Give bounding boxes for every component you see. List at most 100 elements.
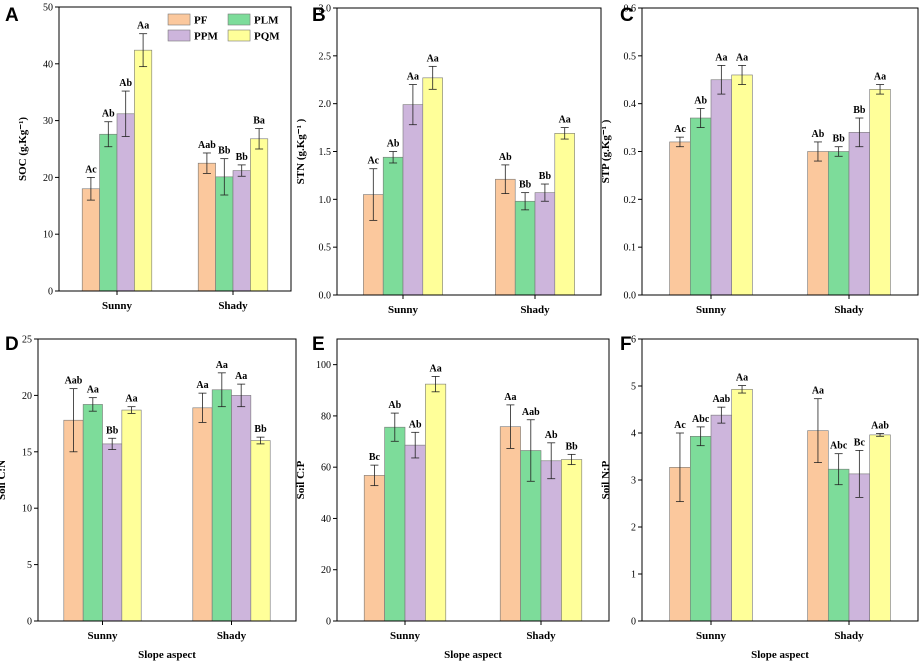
significance-label: Aa xyxy=(715,52,727,63)
bar-plm-shady xyxy=(827,468,850,622)
significance-label: Aa xyxy=(812,386,824,397)
y-tick-label: 0.5 xyxy=(624,51,637,62)
bar-plm-sunny xyxy=(382,156,404,296)
legend-label-pf: PF xyxy=(194,15,208,27)
bar-ppm-shady xyxy=(534,192,556,296)
x-category-label: Shady xyxy=(520,304,550,316)
significance-label: Ac xyxy=(674,124,686,135)
significance-label: Ba xyxy=(253,116,265,127)
panel-e: E Bc Aa Ab Aab Ab Ab Aa Bb 0 20 40 60 80 100 Sunny Shady… xyxy=(295,334,610,661)
significance-label: Ab xyxy=(119,78,132,89)
bar-pf-shady xyxy=(192,407,213,622)
x-axis-title: Slope aspect xyxy=(138,649,196,661)
x-category-label: Sunny xyxy=(388,304,418,316)
significance-label: Aa xyxy=(874,72,886,83)
y-tick-label: 25 xyxy=(22,335,32,346)
significance-label: Aa xyxy=(196,380,208,391)
significance-label: Ab xyxy=(694,95,707,106)
bar-ppm-sunny xyxy=(402,104,424,296)
y-tick-label: 80 xyxy=(321,411,331,422)
bar-pf-sunny xyxy=(363,475,385,622)
significance-label: Abc xyxy=(692,414,710,425)
significance-label: Aa xyxy=(235,371,247,382)
legend-swatch-plm xyxy=(227,13,251,26)
bar-pqm-shady xyxy=(554,133,575,296)
significance-label: Aab xyxy=(198,140,216,151)
x-category-label: Shady xyxy=(834,304,864,316)
bar-ppm-shady xyxy=(540,460,562,622)
significance-label: Aa xyxy=(87,385,99,396)
panel-letter: F xyxy=(620,334,632,355)
legend-label-ppm: PPM xyxy=(194,31,218,43)
y-tick-label: 20 xyxy=(22,391,32,402)
y-tick-label: 15 xyxy=(22,447,32,458)
x-axis-title: Slope aspect xyxy=(444,649,502,661)
y-tick-label: 0 xyxy=(631,617,636,628)
x-category-label: Sunny xyxy=(696,304,726,316)
significance-label: Bb xyxy=(853,105,866,116)
significance-label: Aa xyxy=(429,363,441,374)
bar-pf-shady xyxy=(495,178,516,296)
y-tick-label: 1 xyxy=(631,570,636,581)
y-tick-label: 1.5 xyxy=(319,147,332,158)
bar-ppm-sunny xyxy=(710,79,733,296)
y-tick-label: 2.5 xyxy=(319,51,332,62)
y-tick-label: 1.0 xyxy=(319,195,332,206)
y-tick-label: 0.1 xyxy=(624,243,637,254)
x-category-label: Shady xyxy=(526,630,556,642)
y-tick-label: 4 xyxy=(631,429,636,440)
y-axis-title: SOC (g.Kg⁻¹) xyxy=(17,117,29,181)
significance-label: Ab xyxy=(545,430,558,441)
significance-label: Ac xyxy=(85,164,97,175)
panel-letter: A xyxy=(5,5,19,26)
panel-b: B Ac Ab Ab Bb Aa Bb Aa Aa 0.0 0.5 1.0 1.5 2.0 2.5 3.0 Su… xyxy=(295,4,602,316)
y-tick-label: 2.0 xyxy=(319,99,332,110)
significance-label: Bb xyxy=(218,146,231,157)
significance-label: Ab xyxy=(388,400,401,411)
bar-pqm-shady xyxy=(869,434,891,622)
panel-d: D Aab Aa Aa Aa Bb Aa Aa Bb 0 5 10 15 20 25 Sunny Shady So… xyxy=(0,334,297,661)
y-axis-title: Soil C:N xyxy=(0,460,8,500)
y-tick-label: 40 xyxy=(43,59,53,70)
significance-label: Bb xyxy=(833,134,846,145)
bar-pqm-sunny xyxy=(425,383,447,622)
panel-letter: B xyxy=(312,5,326,26)
significance-label: Aa xyxy=(504,392,516,403)
axes-frame xyxy=(58,6,292,292)
bar-pqm-sunny xyxy=(134,49,153,292)
significance-label: Bb xyxy=(539,171,552,182)
x-category-label: Sunny xyxy=(390,630,420,642)
significance-label: Aa xyxy=(559,115,571,126)
x-axis-title: Slope aspect xyxy=(751,649,809,661)
legend: PF PLM PPM PQM xyxy=(167,13,280,43)
bar-pqm-sunny xyxy=(422,77,443,296)
bar-pqm-shady xyxy=(869,89,891,296)
bar-plm-sunny xyxy=(689,435,712,622)
y-tick-label: 2 xyxy=(631,523,636,534)
bar-pqm-shady xyxy=(561,459,583,622)
y-tick-label: 0.4 xyxy=(624,99,637,110)
y-tick-label: 3.0 xyxy=(319,4,332,15)
significance-label: Ab xyxy=(499,152,512,163)
significance-label: Ab xyxy=(812,129,825,140)
bar-plm-sunny xyxy=(384,426,406,622)
significance-label: Ab xyxy=(387,139,400,150)
significance-label: Aab xyxy=(712,394,730,405)
significance-label: Aab xyxy=(65,376,83,387)
y-tick-label: 10 xyxy=(22,504,32,515)
bar-ppm-sunny xyxy=(404,444,426,622)
bar-plm-sunny xyxy=(82,404,103,622)
x-category-label: Shady xyxy=(834,630,864,642)
bar-pf-shady xyxy=(197,162,216,292)
bar-pf-sunny xyxy=(81,188,100,292)
bar-plm-shady xyxy=(514,200,536,296)
x-category-label: Shady xyxy=(218,300,248,312)
significance-label: Ab xyxy=(102,109,115,120)
y-tick-label: 0.2 xyxy=(624,195,637,206)
bar-plm-sunny xyxy=(99,133,118,292)
panel-letter: D xyxy=(5,334,19,355)
significance-label: Aa xyxy=(216,360,228,371)
y-tick-label: 40 xyxy=(321,514,331,525)
